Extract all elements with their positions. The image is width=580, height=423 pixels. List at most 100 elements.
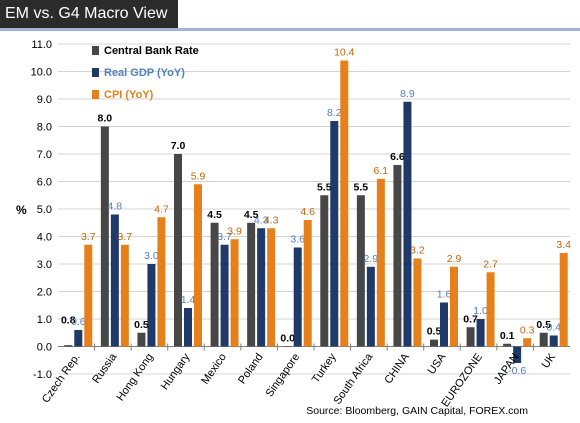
title-rule [0, 28, 580, 31]
bar [137, 332, 146, 347]
data-label: 0.5 [134, 319, 149, 331]
y-tick-label: 11.0 [31, 39, 52, 51]
y-axis-label: % [16, 203, 27, 217]
data-label: 0.6 [71, 316, 86, 328]
x-tick-label: CHINA [382, 351, 412, 386]
bar [293, 247, 302, 347]
data-label: 3.7 [81, 231, 96, 243]
data-label: 0.7 [463, 313, 478, 325]
data-label: 4.6 [300, 206, 315, 218]
y-tick-label: 3.0 [37, 259, 52, 271]
bar [403, 101, 412, 347]
legend-swatch [92, 46, 99, 55]
bar [486, 272, 495, 347]
bar [549, 335, 558, 347]
data-label: 4.7 [154, 203, 169, 215]
bar [466, 327, 475, 347]
bar [450, 266, 458, 347]
bar [303, 220, 312, 347]
bar [330, 121, 339, 347]
x-tick-label: Poland [236, 351, 265, 386]
y-tick-label: 5.0 [37, 204, 52, 216]
bar [559, 253, 568, 347]
data-label: 4.5 [244, 209, 259, 221]
data-label: 0.5 [427, 326, 442, 338]
y-tick-label: 2.0 [37, 287, 52, 299]
data-label: 3.9 [227, 225, 242, 237]
data-label: 4.3 [254, 214, 269, 226]
bar [340, 60, 349, 347]
y-tick-label: 4.0 [37, 232, 52, 244]
bar [120, 244, 129, 347]
data-label: 2.9 [447, 253, 462, 265]
bar [210, 222, 219, 347]
data-label: 5.9 [191, 170, 206, 182]
bar [220, 244, 229, 347]
source-note: Source: Bloomberg, GAIN Capital, FOREX.c… [306, 405, 528, 417]
data-label: 1.0 [473, 305, 488, 317]
data-label: 1.4 [181, 294, 196, 306]
data-label: 5.5 [354, 181, 369, 193]
bar [267, 228, 276, 347]
data-label: 3.2 [410, 245, 425, 257]
bar [247, 222, 256, 347]
bar [413, 258, 422, 347]
legend-entry: CPI (YoY) [104, 89, 154, 101]
bar [503, 343, 512, 347]
legend-entry: Real GDP (YoY) [104, 67, 185, 79]
bar [84, 244, 93, 347]
bar [257, 228, 266, 347]
bar [283, 346, 292, 347]
legend-entry: Central Bank Rate [104, 45, 199, 57]
x-tick-label: Russia [90, 351, 120, 386]
data-label: 5.5 [317, 181, 332, 193]
data-label: 2.7 [483, 258, 498, 270]
y-tick-label: 9.0 [37, 94, 52, 106]
bar [320, 195, 329, 347]
bar [430, 339, 438, 347]
bar [194, 184, 202, 347]
x-tick-label: USA [426, 351, 449, 377]
data-label: 0.0 [280, 333, 295, 345]
data-label: 2.9 [364, 253, 379, 265]
data-label: 3.6 [290, 234, 305, 246]
data-label: 0.8 [61, 315, 76, 327]
y-tick-label: 7.0 [37, 149, 52, 161]
bar [110, 214, 119, 347]
data-label: 4.5 [207, 209, 222, 221]
bar [64, 345, 73, 347]
data-label: -0.6 [508, 365, 526, 377]
data-label: 6.6 [390, 151, 405, 163]
data-label: 3.4 [556, 239, 571, 251]
bar [100, 126, 109, 347]
bar [513, 346, 522, 363]
data-label: 1.6 [437, 289, 452, 301]
bar [393, 165, 402, 347]
data-label: 7.0 [171, 140, 186, 152]
y-tick-label: 10.0 [31, 67, 52, 79]
bar [147, 264, 156, 347]
data-label: 0.5 [536, 319, 551, 331]
data-label: 8.0 [98, 113, 113, 125]
bar [376, 178, 385, 347]
x-tick-label: Singapore [264, 351, 303, 399]
y-tick-label: 8.0 [37, 122, 52, 134]
bar [440, 302, 448, 347]
bar [356, 195, 365, 347]
bar [476, 319, 485, 347]
x-tick-label: Mexico [199, 351, 229, 386]
data-label: 8.2 [327, 107, 342, 119]
y-tick-label: -1.0 [33, 369, 52, 381]
data-label: 4.8 [108, 201, 123, 213]
x-tick-label: Turkey [310, 351, 339, 385]
data-label: 0.3 [520, 324, 535, 336]
y-tick-label: 1.0 [37, 314, 52, 326]
bar [174, 154, 182, 347]
legend-swatch [92, 68, 99, 77]
data-label: 0.1 [500, 330, 515, 342]
legend-swatch [92, 90, 99, 99]
bar [523, 338, 532, 347]
y-tick-label: 6.0 [37, 177, 52, 189]
